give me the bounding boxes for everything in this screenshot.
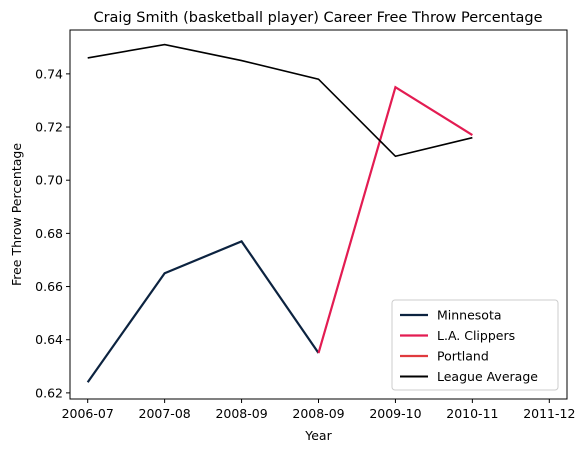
series-line-3 [87,43,473,158]
x-tick-label: 2010-11 [446,406,498,421]
legend: Minnesota L.A. Clippers Portland League Ave… [391,299,559,391]
x-axis-title: Year [304,428,332,443]
y-tick-label: 0.68 [35,226,63,241]
x-tick-label: 2006-07 [62,406,114,421]
series-layer [86,43,473,383]
x-tick-label: 2008-09 [292,406,344,421]
x-tick-label: 2011-12 [523,406,575,421]
legend-label: Minnesota [437,308,502,323]
y-tick-label: 0.62 [35,385,63,400]
y-tick-label: 0.64 [35,332,63,347]
series-line-1 [317,85,473,354]
legend-label: Portland [437,349,489,364]
y-tick-label: 0.74 [35,66,63,81]
x-tick-label: 2008-09 [215,406,267,421]
x-tick-label: 2009-10 [369,406,421,421]
legend-label: L.A. Clippers [437,328,515,343]
y-tick-label: 0.66 [35,279,63,294]
series-line-0 [86,239,320,383]
y-axis-title: Free Throw Percentage [9,143,24,286]
legend-box [391,299,559,391]
chart-title: Craig Smith (basketball player) Career F… [93,10,542,26]
legend-label: League Average [437,369,538,384]
y-tick-label: 0.72 [35,120,63,135]
y-tick-label: 0.70 [35,173,63,188]
x-tick-label: 2007-08 [139,406,191,421]
x-axis: 2006-07 2007-08 2008-09 2008-09 2009-10 2010-… [62,399,575,421]
y-axis: 0.62 0.64 0.66 0.68 0.70 0.72 0.74 [35,66,70,400]
